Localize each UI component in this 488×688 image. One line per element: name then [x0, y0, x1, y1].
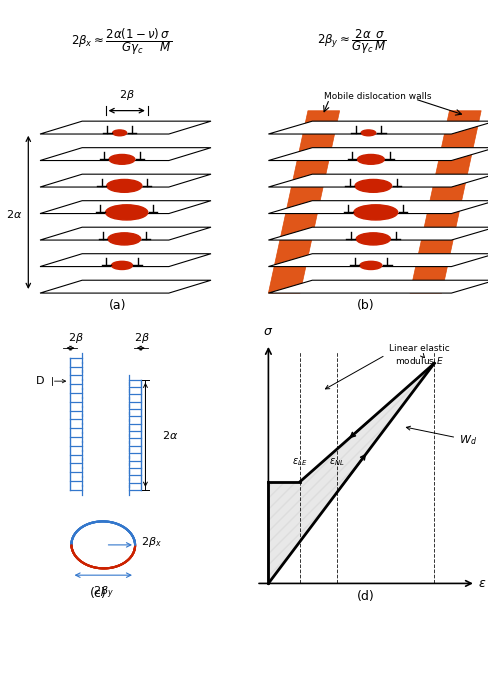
Polygon shape: [40, 254, 211, 266]
Polygon shape: [268, 280, 488, 293]
Ellipse shape: [360, 261, 382, 270]
Polygon shape: [268, 363, 434, 583]
Polygon shape: [40, 201, 211, 213]
Text: Linear elastic
modulus $E$: Linear elastic modulus $E$: [389, 344, 450, 366]
Text: $2\beta$: $2\beta$: [134, 332, 150, 345]
Polygon shape: [268, 174, 488, 187]
Text: (d): (d): [357, 590, 375, 603]
Text: $2\beta$: $2\beta$: [68, 332, 84, 345]
Text: D: D: [36, 376, 44, 386]
Ellipse shape: [113, 130, 127, 136]
Ellipse shape: [105, 205, 148, 220]
Text: $W_d$: $W_d$: [459, 433, 477, 447]
Text: (a): (a): [108, 299, 126, 312]
Polygon shape: [40, 280, 211, 293]
Text: $2\beta_x \approx \dfrac{2\alpha(1-\nu)}{G\gamma_c}\dfrac{\sigma}{M}$: $2\beta_x \approx \dfrac{2\alpha(1-\nu)}…: [71, 26, 173, 56]
Text: (c): (c): [90, 587, 107, 600]
Ellipse shape: [109, 154, 135, 164]
Text: $2\beta_x$: $2\beta_x$: [141, 535, 162, 549]
Text: $\varepsilon_{NL}$: $\varepsilon_{NL}$: [329, 456, 345, 468]
Ellipse shape: [355, 180, 392, 193]
Text: $2\beta_y \approx \dfrac{2\alpha}{G\gamma_c}\dfrac{\sigma}{M}$: $2\beta_y \approx \dfrac{2\alpha}{G\gamm…: [317, 27, 386, 56]
Text: Mobile dislocation walls: Mobile dislocation walls: [325, 92, 432, 101]
Ellipse shape: [108, 233, 141, 245]
Ellipse shape: [357, 154, 385, 164]
Text: (b): (b): [357, 299, 375, 312]
Text: $2\alpha$: $2\alpha$: [162, 429, 178, 441]
Polygon shape: [410, 111, 481, 293]
Polygon shape: [268, 148, 488, 160]
Polygon shape: [268, 111, 340, 293]
Polygon shape: [268, 121, 488, 134]
Text: $\varepsilon$: $\varepsilon$: [478, 577, 487, 590]
Polygon shape: [268, 227, 488, 240]
Ellipse shape: [361, 130, 376, 136]
Text: $2\beta$: $2\beta$: [119, 89, 135, 103]
Polygon shape: [40, 227, 211, 240]
Polygon shape: [40, 121, 211, 134]
Text: $2\alpha$: $2\alpha$: [6, 208, 22, 219]
Polygon shape: [268, 201, 488, 213]
Ellipse shape: [354, 205, 398, 220]
Text: $2\beta_y$: $2\beta_y$: [93, 585, 114, 601]
Ellipse shape: [356, 233, 390, 245]
Ellipse shape: [111, 261, 133, 270]
Text: $\sigma$: $\sigma$: [264, 325, 273, 338]
Polygon shape: [268, 254, 488, 266]
Ellipse shape: [107, 180, 142, 193]
Text: $\varepsilon_{LE}$: $\varepsilon_{LE}$: [292, 456, 308, 468]
Polygon shape: [40, 148, 211, 160]
Polygon shape: [40, 174, 211, 187]
